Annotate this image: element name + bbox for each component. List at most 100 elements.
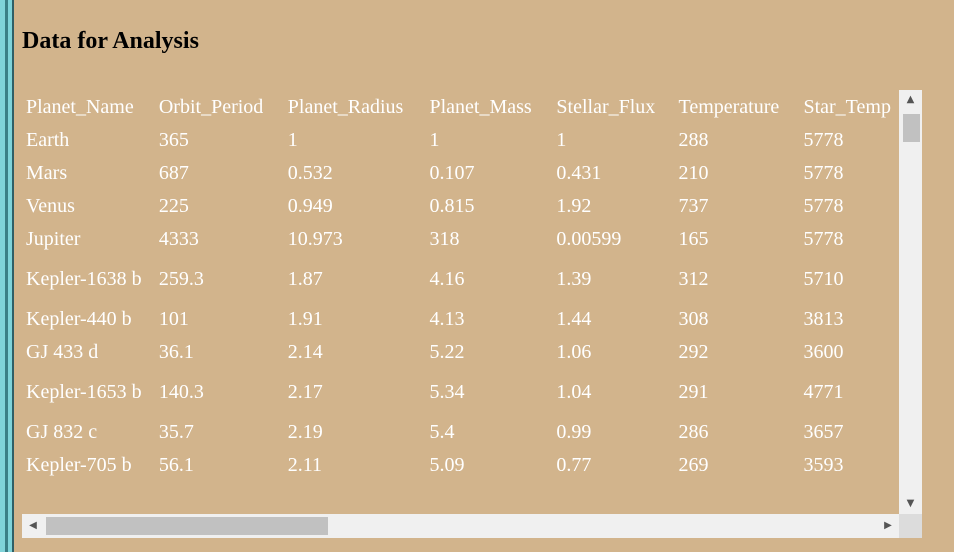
table-row: Venus 225 0.949 0.815 1.92 737 5778 [22, 189, 899, 222]
table-cell: 5778 [803, 194, 844, 217]
scroll-left-arrow-icon[interactable]: ◀ [29, 520, 37, 531]
table-cell: 5.34 [429, 380, 465, 403]
table-cell: Kepler-705 b [26, 453, 132, 476]
column-header: Planet_Name [26, 95, 134, 118]
table-cell: Venus [26, 194, 75, 217]
table-row: Mars 687 0.532 0.107 0.431 210 5778 [22, 156, 899, 189]
table-cell: 1 [429, 128, 440, 151]
table-cell: 165 [678, 227, 709, 250]
table-cell: GJ 433 d [26, 340, 99, 363]
table-cell: 101 [158, 307, 189, 330]
table-cell: 291 [678, 380, 709, 403]
table-cell: 225 [158, 194, 189, 217]
table-row: Earth 365 1 1 1 288 5778 [22, 123, 899, 156]
table-cell: 5.09 [429, 453, 465, 476]
table-cell: 1.91 [287, 307, 323, 330]
scroll-right-arrow-icon[interactable]: ▶ [884, 520, 892, 531]
table-row: GJ 433 d 36.1 2.14 5.22 1.06 292 3600 [22, 335, 899, 368]
table-cell: 35.7 [158, 420, 194, 443]
table-cell: 318 [429, 227, 460, 250]
table-cell: 0.107 [429, 161, 475, 184]
column-header: Stellar_Flux [556, 95, 656, 118]
table-cell: 1 [556, 128, 567, 151]
table-cell: 2.17 [287, 380, 323, 403]
table-cell: 1.92 [556, 194, 592, 217]
table-cell: 5778 [803, 128, 844, 151]
table-cell: Kepler-440 b [26, 307, 132, 330]
table-row: Kepler-1638 b 259.3 1.87 4.16 1.39 312 5710 [22, 255, 899, 302]
table-cell: 0.431 [556, 161, 602, 184]
scroll-down-arrow-icon[interactable]: ▼ [899, 494, 922, 514]
table-cell: 1.06 [556, 340, 592, 363]
table-cell: 4333 [158, 227, 199, 250]
table-cell: 2.11 [287, 453, 323, 476]
column-header: Star_Temp [803, 95, 891, 118]
table-cell: 5778 [803, 227, 844, 250]
table-cell: Mars [26, 161, 68, 184]
table-cell: 269 [678, 453, 709, 476]
table-cell: Kepler-1638 b [26, 267, 142, 290]
table-cell: 5778 [803, 161, 844, 184]
left-border [0, 0, 14, 552]
table-row: Kepler-440 b 101 1.91 4.13 1.44 308 3813 [22, 302, 899, 335]
table-cell: 3657 [803, 420, 844, 443]
horizontal-scrollbar[interactable]: ◀ ▶ [22, 514, 899, 538]
table-cell: 737 [678, 194, 709, 217]
table-cell: 5710 [803, 267, 844, 290]
table-container: Planet_Name Orbit_Period Planet_Radius P… [22, 90, 922, 538]
table-cell: 0.815 [429, 194, 475, 217]
scrollbar-corner [899, 514, 922, 538]
table-cell: 36.1 [158, 340, 194, 363]
vertical-scrollbar[interactable]: ▲ ▼ [899, 90, 922, 514]
table-cell: 286 [678, 420, 709, 443]
table-cell: 5.22 [429, 340, 465, 363]
column-header: Orbit_Period [158, 95, 264, 118]
table-cell: 292 [678, 340, 709, 363]
table-cell: 4.13 [429, 307, 465, 330]
table-cell: 3600 [803, 340, 844, 363]
table-cell: 1.44 [556, 307, 592, 330]
horizontal-scroll-thumb[interactable] [46, 517, 328, 535]
table-row: GJ 832 c 35.7 2.19 5.4 0.99 286 3657 [22, 415, 899, 448]
table-cell: 3593 [803, 453, 844, 476]
table-row: Kepler-705 b 56.1 2.11 5.09 0.77 269 3593 [22, 448, 899, 481]
table-cell: Jupiter [26, 227, 81, 250]
table-cell: 0.99 [556, 420, 592, 443]
table-cell: 4771 [803, 380, 844, 403]
table-cell: 4.16 [429, 267, 465, 290]
table-cell: 687 [158, 161, 189, 184]
table-cell: Earth [26, 128, 70, 151]
table-cell: 0.77 [556, 453, 592, 476]
table-cell: GJ 832 c [26, 420, 98, 443]
table-cell: 0.00599 [556, 227, 622, 250]
table-cell: 1 [287, 128, 298, 151]
table-cell: 0.532 [287, 161, 333, 184]
data-table: Planet_Name Orbit_Period Planet_Radius P… [22, 90, 899, 481]
vertical-scroll-thumb[interactable] [903, 114, 920, 142]
table-cell: 2.14 [287, 340, 323, 363]
table-cell: 308 [678, 307, 709, 330]
table-row: Kepler-1653 b 140.3 2.17 5.34 1.04 291 4771 [22, 368, 899, 415]
table-cell: 365 [158, 128, 189, 151]
column-header: Temperature [678, 95, 780, 118]
table-cell: 3813 [803, 307, 844, 330]
scroll-up-arrow-icon[interactable]: ▲ [899, 90, 922, 110]
table-header-row: Planet_Name Orbit_Period Planet_Radius P… [22, 90, 899, 123]
table-cell: 1.87 [287, 267, 323, 290]
table-cell: Kepler-1653 b [26, 380, 142, 403]
column-header: Planet_Mass [429, 95, 532, 118]
table-cell: 1.39 [556, 267, 592, 290]
table-cell: 5.4 [429, 420, 455, 443]
table-cell: 288 [678, 128, 709, 151]
table-cell: 259.3 [158, 267, 204, 290]
table-row: Jupiter 4333 10.973 318 0.00599 165 5778 [22, 222, 899, 255]
table-cell: 140.3 [158, 380, 204, 403]
table-cell: 2.19 [287, 420, 323, 443]
table-cell: 10.973 [287, 227, 343, 250]
table-cell: 1.04 [556, 380, 592, 403]
table-cell: 0.949 [287, 194, 333, 217]
table-cell: 312 [678, 267, 709, 290]
table-cell: 210 [678, 161, 709, 184]
table-viewport: Planet_Name Orbit_Period Planet_Radius P… [22, 90, 899, 514]
table-cell: 56.1 [158, 453, 194, 476]
